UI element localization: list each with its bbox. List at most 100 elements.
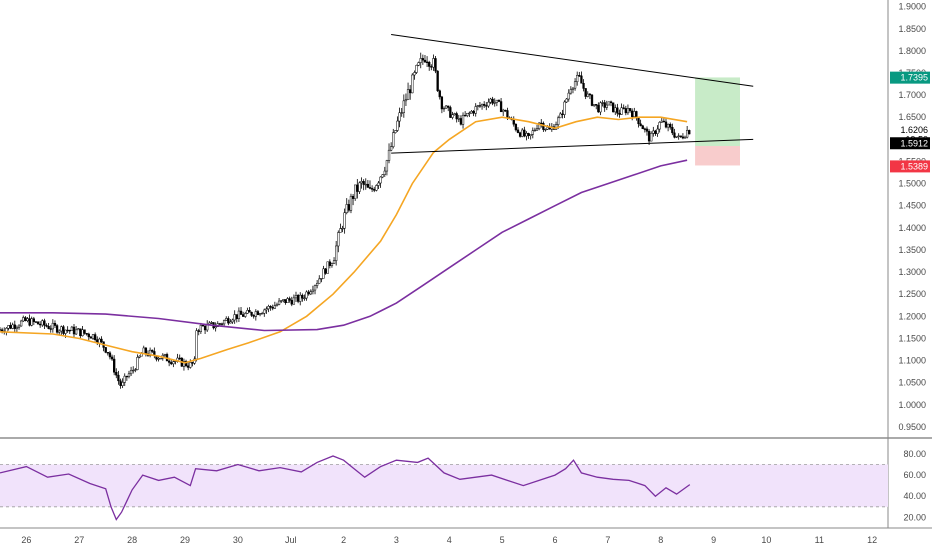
time-tick-label: 9 [711,535,716,545]
candle-down [578,75,581,77]
candle-down [13,324,16,329]
candle-down [347,204,351,211]
price-badge-box [890,124,930,137]
candle-up [305,291,308,299]
candle-up [189,362,192,368]
candle-down [373,189,376,191]
candle-up [332,260,336,264]
candle-down [47,325,50,329]
candle-up [563,101,566,115]
candle-up [26,318,29,321]
candle-down [681,136,685,139]
candle-up [129,370,133,375]
candle-down [459,118,463,125]
trendlines [391,34,754,154]
candle-up [258,313,262,316]
candle-up [341,227,344,230]
stop-zone [695,146,740,166]
candle-up [60,326,63,332]
candle-down [62,326,65,334]
candle-down [108,352,112,358]
candle-up [159,357,162,360]
oscillator-line [0,455,691,521]
candle-up [685,130,689,138]
position-zones [695,77,740,166]
moving-average-line-2 [0,159,688,332]
candle-up [277,300,281,305]
candle-up [70,326,74,331]
candle-up [557,117,560,125]
candle-down [430,66,433,68]
candle-up [30,318,33,326]
time-tick-label: 4 [447,535,452,545]
candle-up [254,311,257,317]
candle-up [489,98,492,103]
candle-up [559,113,562,119]
price-tick-label: 1.8500 [898,24,926,34]
candle-down [504,109,507,112]
candle-up [576,75,579,82]
moving-averages [0,116,688,364]
price-tick-label: 1.1000 [898,356,926,366]
candle-down [119,380,122,386]
candle-down [455,113,458,120]
candle-down [624,108,627,114]
candle-up [199,324,203,332]
candle-down [449,107,452,118]
candle-up [134,369,137,371]
candle-down [595,104,598,106]
candle-up [41,320,44,326]
candle-up [546,127,549,130]
oscillator-tick-label: 60.00 [903,470,926,480]
candle-up [273,305,277,309]
candle-down [197,330,200,332]
candle-up [389,146,393,151]
candle-down [167,360,171,363]
candle-down [296,295,300,302]
candle-down [671,127,674,134]
price-badge-label: 1.5389 [900,161,928,171]
candle-down [491,98,494,104]
candle-up [650,133,653,142]
candle-down [324,268,327,274]
candle-down [514,123,518,131]
candle-up [172,361,175,365]
candle-down [271,307,274,309]
candle-down [540,122,543,125]
candle-up [246,310,249,314]
candle-up [502,109,505,113]
candle-down [36,321,40,325]
candle-up [377,182,380,186]
candle-up [286,298,289,304]
candle-up [231,319,234,323]
candle-down [618,113,621,115]
candle-up [444,105,448,109]
candle-down [669,124,672,128]
candle-down [580,75,583,84]
time-tick-label: 26 [21,535,31,545]
candle-down [100,338,103,343]
candle-up [571,87,575,90]
candle-down [307,291,310,295]
candle-up [565,98,568,103]
candle-up [138,355,141,358]
candle-up [652,130,655,134]
candle-down [9,325,12,329]
candle-down [499,101,503,113]
candle-up [364,183,367,186]
candle-up [263,309,266,314]
candle-up [309,291,312,295]
candle-up [51,322,55,330]
candle-down [641,125,644,130]
candle-down [436,70,439,91]
candle-down [284,299,287,304]
candle-up [666,124,670,128]
candle-down [72,326,76,335]
candle-down [647,131,651,142]
price-tick-label: 1.2000 [898,311,926,321]
price-tick-label: 1.8000 [898,46,926,56]
candle-up [400,112,403,114]
candle-up [19,320,23,327]
candle-up [656,128,659,134]
candle-up [614,107,617,113]
